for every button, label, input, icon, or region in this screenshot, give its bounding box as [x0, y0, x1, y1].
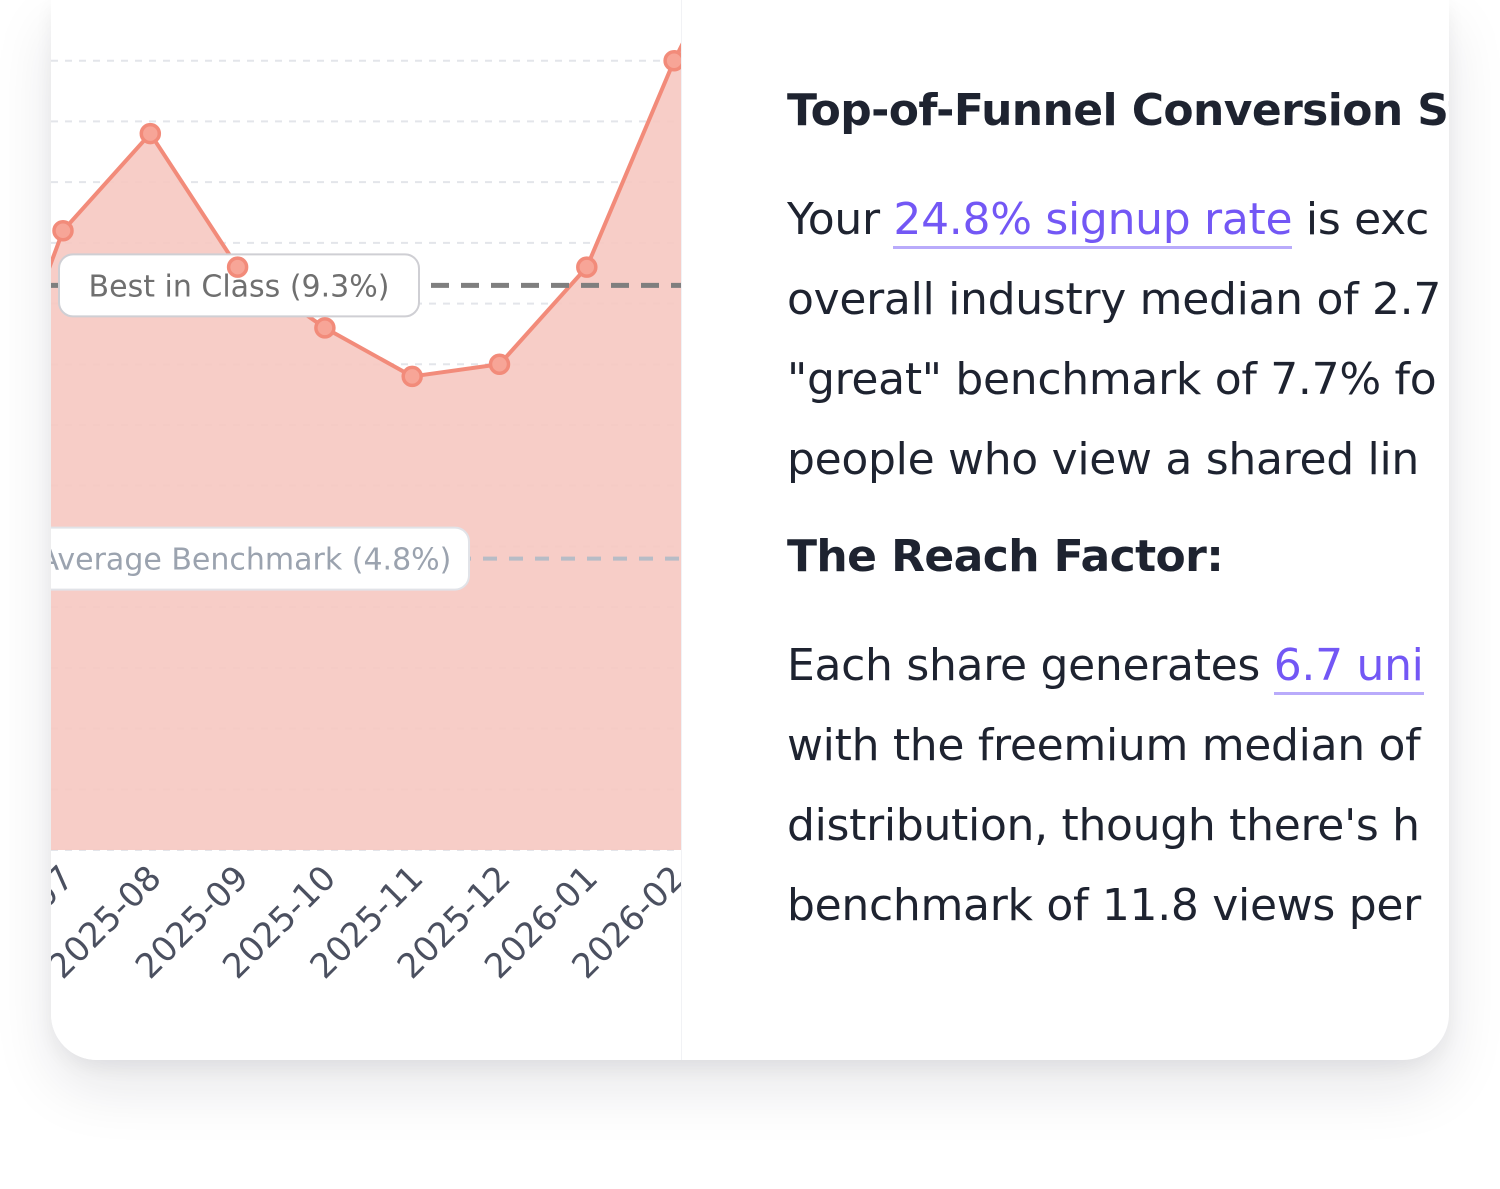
pane-divider [681, 0, 682, 1060]
conversion-paragraph: Your 24.8% signup rate is exc overall in… [787, 180, 1449, 500]
chart-x-tick-labels: 2025-072025-082025-092025-102025-112025-… [51, 858, 681, 987]
data-point [488, 353, 511, 376]
data-point [314, 317, 336, 339]
reference-badge [58, 253, 420, 318]
paragraph-line: with the freemium median of [787, 720, 1421, 771]
data-point [52, 219, 74, 242]
reference-badge [51, 526, 470, 591]
unique-views-link[interactable]: 6.7 uni [1273, 640, 1424, 695]
insights-panel: Top-of-Funnel Conversion St Your 24.8% s… [682, 0, 1449, 1060]
data-point [226, 256, 249, 278]
text-fragment: Your [787, 194, 894, 245]
chart-svg: Best in Class (9.3%)Average Benchmark (4… [51, 42, 681, 987]
paragraph-line: Your 24.8% signup rate is exc [787, 180, 1449, 260]
paragraph-line: distribution, though there's h [787, 800, 1420, 851]
area-fill [51, 46, 681, 850]
reach-paragraph: Each share generates 6.7 uni with the fr… [787, 626, 1449, 946]
reference-label: Average Benchmark (4.8%) [51, 543, 451, 578]
data-point [663, 49, 681, 72]
data-point [139, 122, 162, 145]
chart-area-series [51, 42, 681, 850]
signup-rate-link[interactable]: 24.8% signup rate [893, 194, 1293, 249]
text-fragment: Each share generates [787, 640, 1274, 691]
series-line [51, 42, 681, 379]
chart-data-points [52, 49, 681, 388]
chart-reference-lines: Best in Class (9.3%)Average Benchmark (4… [51, 253, 681, 591]
data-point [401, 365, 423, 388]
paragraph-line: overall industry median of 2.7 [787, 274, 1442, 325]
reach-factor-heading: The Reach Factor: [787, 531, 1224, 582]
data-point [576, 256, 598, 278]
insight-card: Best in Class (9.3%) Average Benchmark (4… [51, 0, 1449, 1060]
paragraph-line: "great" benchmark of 7.7% fo [787, 354, 1437, 405]
paragraph-line: benchmark of 11.8 views per [787, 880, 1421, 931]
text-fragment: is exc [1292, 194, 1430, 245]
conversion-trend-chart: Best in Class (9.3%) Average Benchmark (4… [51, 0, 681, 1060]
conversion-heading: Top-of-Funnel Conversion St [787, 85, 1449, 136]
paragraph-line: people who view a shared lin [787, 434, 1419, 485]
paragraph-line: Each share generates 6.7 uni [787, 626, 1449, 706]
